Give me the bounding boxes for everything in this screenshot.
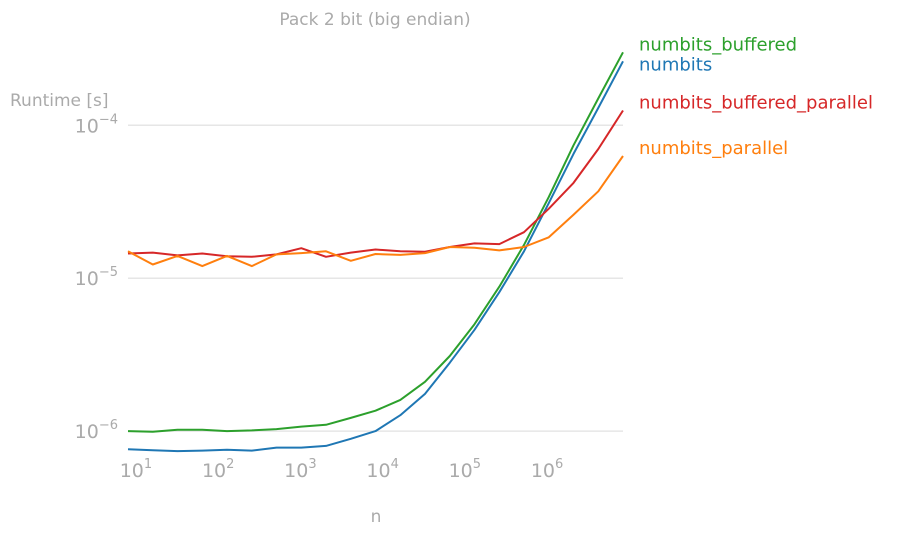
y-tick-label: 10−6 [75, 418, 118, 443]
x-tick-label-base: 10 [366, 460, 390, 482]
x-tick-label-base: 10 [120, 460, 144, 482]
series-line-numbits-parallel [127, 155, 624, 268]
y-tick-label: 10−5 [75, 265, 118, 290]
y-gridlines [128, 124, 623, 432]
x-tick-label: 105 [449, 457, 481, 482]
x-tick-label-base: 10 [531, 460, 555, 482]
y-tick-label-base: 10 [75, 115, 99, 137]
x-tick-label-exponent: 2 [226, 457, 234, 472]
y-tick-labels: 10−610−510−4 [75, 112, 118, 443]
legend-label-numbits: numbits [639, 54, 712, 75]
y-tick-label-exponent: −6 [99, 418, 118, 433]
legend-label-numbits-buffered: numbits_buffered [639, 34, 797, 55]
x-tick-label-base: 10 [202, 460, 226, 482]
series-line-numbits [127, 60, 624, 453]
series-line-numbits-buffered [127, 51, 624, 433]
chart-title: Pack 2 bit (big endian) [279, 10, 470, 30]
x-tick-label-exponent: 4 [391, 457, 399, 472]
x-tick-label: 103 [284, 457, 316, 482]
series-line-numbits-buffered-parallel [127, 109, 624, 258]
x-tick-label-base: 10 [449, 460, 473, 482]
y-tick-label-exponent: −5 [99, 265, 118, 280]
x-tick-label: 106 [531, 457, 563, 482]
series-lines [127, 51, 624, 453]
x-tick-label-base: 10 [284, 460, 308, 482]
x-tick-label-exponent: 5 [473, 457, 481, 472]
x-tick-label-exponent: 3 [308, 457, 316, 472]
legend-label-numbits-parallel: numbits_parallel [639, 138, 788, 159]
x-tick-label-exponent: 1 [144, 457, 152, 472]
x-axis-label: n [371, 507, 382, 527]
x-tick-label: 104 [366, 457, 398, 482]
y-tick-label: 10−4 [75, 112, 118, 137]
x-tick-label-exponent: 6 [555, 457, 563, 472]
y-tick-label-base: 10 [75, 268, 99, 290]
x-tick-label: 102 [202, 457, 234, 482]
y-tick-label-exponent: −4 [99, 112, 118, 127]
x-tick-label: 101 [120, 457, 152, 482]
legend-label-numbits-buffered-parallel: numbits_buffered_parallel [639, 92, 873, 113]
y-tick-label-base: 10 [75, 421, 99, 443]
y-axis-label: Runtime [s] [10, 91, 109, 111]
x-tick-labels: 101 102 103 104 105 106 [120, 457, 564, 482]
